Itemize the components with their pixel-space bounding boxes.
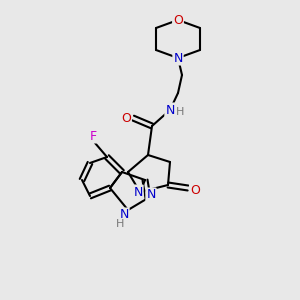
Text: N: N bbox=[173, 52, 183, 64]
Text: N: N bbox=[165, 103, 175, 116]
Text: N: N bbox=[133, 185, 143, 199]
Text: H: H bbox=[176, 107, 184, 117]
Text: O: O bbox=[190, 184, 200, 196]
Text: N: N bbox=[146, 188, 156, 202]
Text: N: N bbox=[119, 208, 129, 221]
Text: H: H bbox=[116, 219, 124, 229]
Text: F: F bbox=[89, 130, 97, 142]
Text: O: O bbox=[121, 112, 131, 124]
Text: O: O bbox=[173, 14, 183, 26]
